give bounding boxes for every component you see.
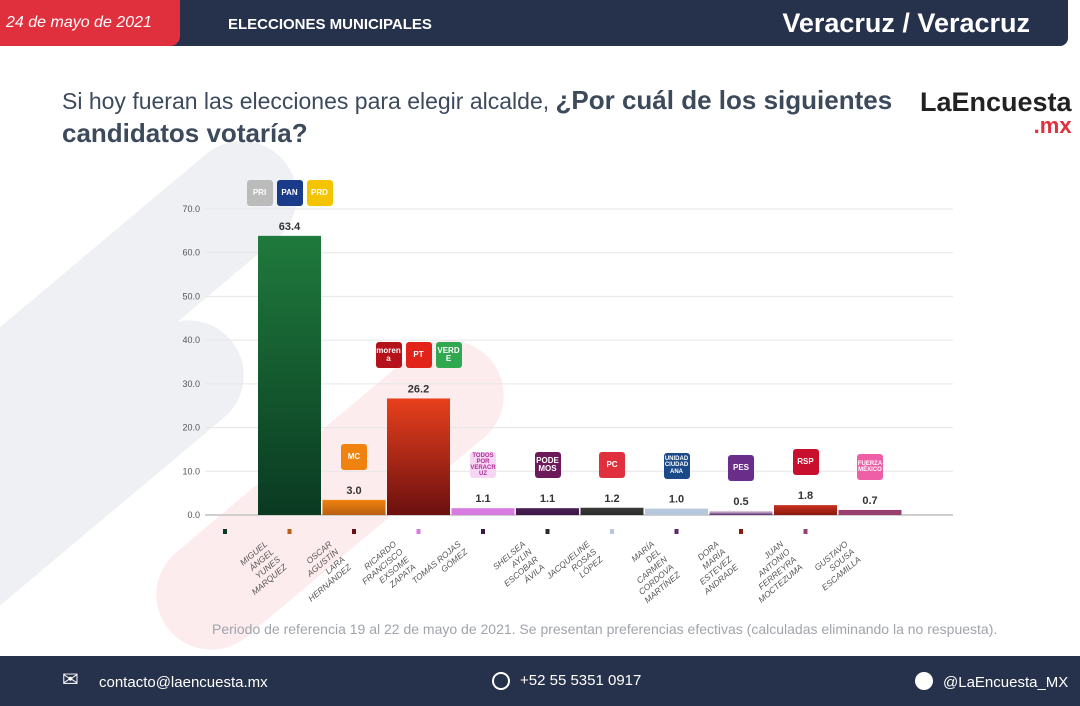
bar: [774, 505, 837, 515]
bar: [709, 510, 773, 515]
party-logo-icon: RSP: [792, 449, 819, 476]
x-tick-label: SHELSEAAYLINESCOBARÁVILA: [489, 538, 547, 596]
legend-marker: [481, 529, 485, 534]
data-label: 1.0: [669, 494, 684, 506]
phone-text: +52 55 5351 0917: [520, 672, 642, 689]
y-tick-label: 70.0: [182, 204, 200, 214]
data-label: 0.7: [862, 495, 877, 507]
x-tick-label: JUANANTONIOFERREYRAMOCTEZUMA: [737, 538, 805, 604]
x-tick-label: OSCARAGUSTÍNLARAHERNÁNDEZ: [287, 538, 354, 603]
bar: [258, 235, 321, 515]
mail-icon: ✉: [62, 669, 79, 691]
question-title: Si hoy fueran las elecciones para elegir…: [62, 84, 902, 150]
email-link[interactable]: contacto@laencuesta.mx: [99, 674, 268, 691]
brand-suffix: .mx: [1033, 113, 1072, 138]
location-title: Veracruz / Veracruz: [782, 8, 1030, 38]
brand-name: LaEncuesta: [920, 87, 1072, 117]
x-tick-label: MIGUELÁNGELYUNESMARQUEZ: [230, 538, 289, 596]
x-tick-label: TOMÁS ROJASGÓMEZ: [410, 538, 470, 593]
data-label: 0.5: [733, 496, 748, 508]
y-tick-label: 40.0: [182, 335, 200, 345]
bar: [322, 499, 386, 515]
header-bar: 24 de mayo de 2021 ELECCIONES MUNICIPALE…: [0, 0, 1068, 46]
bar: [645, 508, 708, 515]
data-label: 3.0: [346, 485, 361, 497]
x-tick-label: JACQUELINEROSASLÓPEZ: [544, 538, 606, 596]
bar: [451, 508, 515, 515]
party-logo-icon: PAN: [276, 179, 303, 206]
footer-bar: ✉ contacto@laencuesta.mx +52 55 5351 091…: [0, 656, 1080, 706]
bar: [387, 398, 450, 515]
party-logo-icon: VERDE: [435, 342, 462, 369]
x-tick-label: RICARDOFRANCISCOEXSOMEZAPATA: [354, 539, 418, 602]
bar-chart: 0.0 10.0 20.0 30.0 40.0 50.0 60.0 70.0 63.4 MIGUE…: [182, 204, 953, 605]
bar: [838, 509, 902, 515]
question-part2: ¿Por cuál de los siguientes candidatos v…: [62, 85, 893, 148]
whatsapp-icon: [492, 672, 510, 690]
footnote: Periodo de referencia 19 al 22 de mayo d…: [212, 621, 998, 637]
party-logo-icon: PES: [728, 454, 754, 481]
x-tick-label: GUSTAVOSOUSAESCAMILLA: [807, 539, 863, 593]
brand-logo: LaEncuesta .mx: [920, 87, 1072, 138]
date-badge: 24 de mayo de 2021: [0, 0, 180, 46]
data-label: 1.1: [475, 493, 490, 505]
bar: [516, 508, 579, 515]
twitter-link[interactable]: @LaEncuesta_MX: [943, 674, 1069, 691]
party-logo-icon: PRI: [246, 179, 273, 206]
legend-marker: [545, 529, 550, 534]
party-logo-icon: FUERZA MÉXICO: [857, 453, 883, 480]
party-logo-icon: PT: [405, 342, 432, 369]
data-label: 1.8: [798, 490, 813, 502]
party-logo-icon: PODEMOS: [534, 452, 561, 479]
y-tick-label: 50.0: [182, 291, 200, 301]
twitter-icon: [915, 672, 933, 690]
legend-marker: [287, 529, 292, 534]
party-logo-icon: MC: [341, 443, 367, 470]
y-tick-label: 0.0: [187, 510, 200, 520]
party-logo-icon: UNIDAD CIUDADANA: [663, 452, 690, 479]
y-tick-label: 30.0: [182, 379, 200, 389]
legend-marker: [739, 529, 743, 534]
data-label: 1.1: [540, 493, 555, 505]
party-logo-icon: PC: [599, 451, 625, 478]
x-tick-label: DORAMARÍAESTEVEZANDRADE: [682, 538, 741, 597]
legend-marker: [610, 529, 614, 534]
bar: [580, 507, 644, 515]
x-tick-label: MARÍADELCARMENCORDOVAMARTÍNEZ: [617, 538, 683, 605]
legend-marker: [352, 529, 356, 534]
party-logo-icon: PRD: [306, 179, 333, 206]
legend-marker: [674, 529, 679, 534]
legend-marker: [416, 529, 421, 534]
data-label: 63.4: [279, 221, 301, 233]
y-tick-label: 10.0: [182, 466, 200, 476]
y-tick-label: 20.0: [182, 423, 200, 433]
legend-marker: [803, 529, 808, 534]
question-part1: Si hoy fueran las elecciones para elegir…: [62, 88, 556, 114]
y-tick-label: 60.0: [182, 248, 200, 258]
party-logo-icon: morena: [375, 342, 402, 369]
section-title: ELECCIONES MUNICIPALES: [228, 16, 432, 33]
legend-marker: [223, 529, 227, 534]
party-logo-icon: TODOS POR VERACRUZ: [470, 452, 496, 479]
data-label: 26.2: [408, 383, 429, 395]
data-label: 1.2: [604, 493, 619, 505]
